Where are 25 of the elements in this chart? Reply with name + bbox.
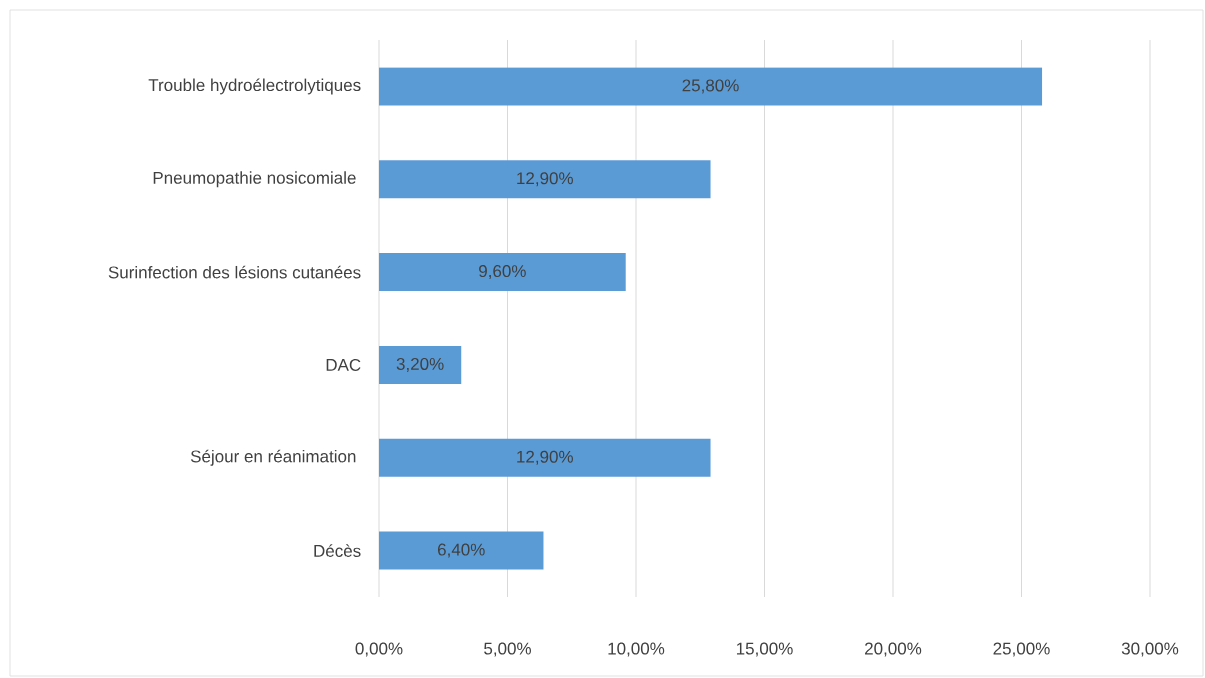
data-label: 6,40% [438, 543, 485, 558]
x-tick-label: 0,00% [355, 642, 403, 657]
y-tick-label: Décès [314, 544, 361, 557]
x-tick-label: 25,00% [993, 642, 1050, 657]
y-tick-label: Séjour en réanimation [190, 449, 356, 466]
x-tick-label: 30,00% [1121, 642, 1179, 657]
x-tick-label: 5,00% [484, 642, 531, 657]
data-label: 12,90% [517, 172, 573, 187]
y-tick-label: Pneumopathie nosicomiale [153, 171, 356, 188]
x-tick-label: 20,00% [865, 642, 922, 657]
bar [379, 160, 711, 199]
data-label: 3,20% [396, 357, 444, 372]
bar [379, 345, 462, 384]
bar [379, 531, 544, 570]
bar [379, 253, 626, 292]
y-tick-label: Surinfection des lésions cutanées [108, 265, 361, 279]
data-label: 9,60% [479, 265, 526, 280]
y-tick-label: Trouble hydroélectrolytiques [148, 78, 361, 95]
x-tick-label: 10,00% [608, 642, 665, 657]
bar [379, 67, 1043, 106]
data-label: 25,80% [682, 79, 739, 94]
data-label: 12,90% [517, 450, 573, 465]
bar [379, 438, 711, 477]
y-tick-label: DAC [326, 358, 361, 371]
x-tick-label: 15,00% [736, 642, 793, 657]
